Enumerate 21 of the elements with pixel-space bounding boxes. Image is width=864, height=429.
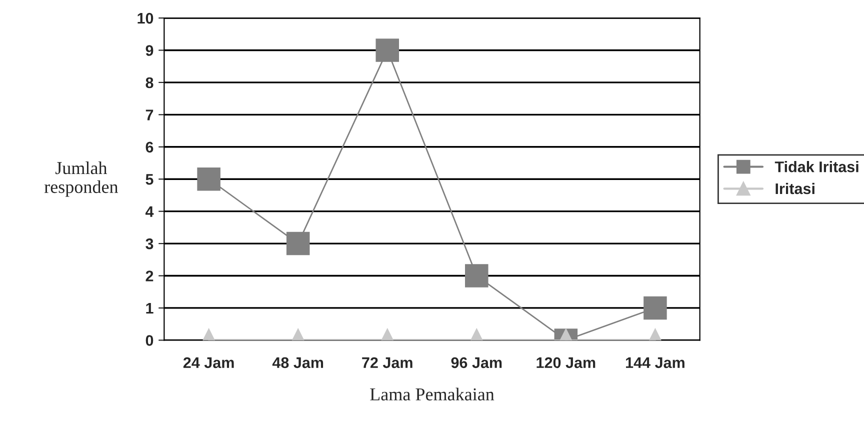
y-tick-label: 4 bbox=[145, 206, 154, 217]
x-axis-title: Lama Pemakaian bbox=[370, 388, 494, 400]
y-tick-label: 7 bbox=[146, 110, 154, 120]
y-tick-label: 0 bbox=[146, 335, 154, 346]
x-tick-label: 120 Jam bbox=[536, 357, 596, 368]
x-tick-label: 72 Jam bbox=[362, 357, 412, 368]
y-tick-label: 9 bbox=[146, 45, 154, 56]
y-axis-title: Jumlah responden bbox=[44, 161, 118, 197]
y-tick-label: 6 bbox=[146, 142, 154, 153]
y-tick-label: 2 bbox=[146, 270, 154, 282]
y-tick-label: 10 bbox=[138, 12, 154, 24]
x-tick-label: 48 Jam bbox=[272, 357, 324, 368]
y-tick-label: 8 bbox=[146, 77, 154, 88]
x-tick-label: 144 Jam bbox=[626, 357, 684, 368]
x-tick-label: 24 Jam bbox=[183, 357, 234, 368]
y-tick-label: 1 bbox=[146, 303, 154, 314]
y-tick-label: 5 bbox=[146, 174, 154, 185]
x-tick-label: 96 Jam bbox=[451, 357, 502, 368]
legend-label: Iritasi bbox=[776, 182, 814, 194]
legend-label: Tidak Iritasi bbox=[774, 161, 858, 172]
y-tick-label: 3 bbox=[146, 238, 154, 250]
